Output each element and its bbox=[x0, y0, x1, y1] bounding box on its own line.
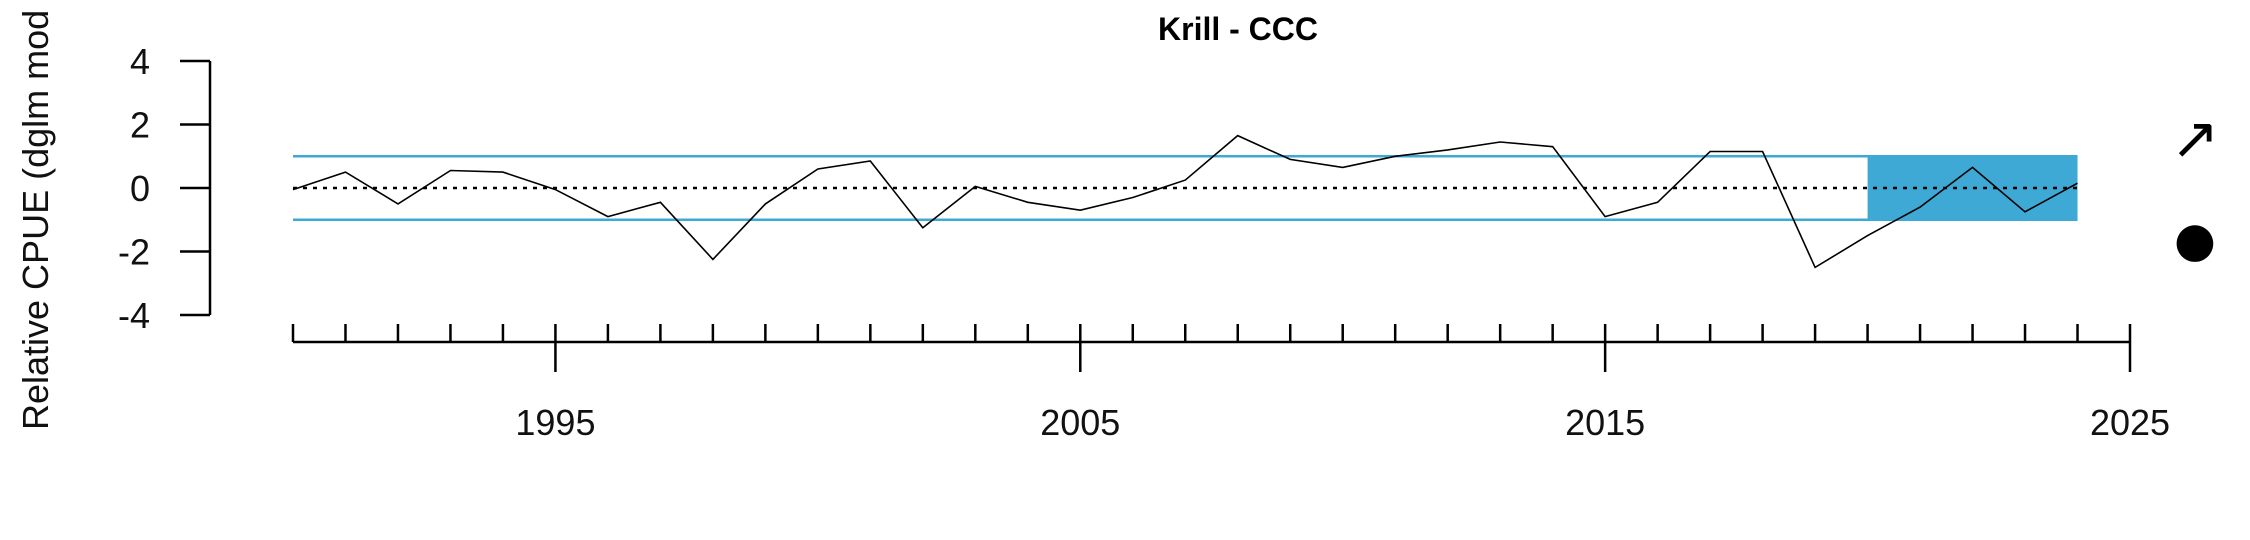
y-tick-label: 4 bbox=[130, 41, 150, 82]
y-tick-label: 2 bbox=[130, 105, 150, 146]
y-axis-label: Relative CPUE (dglm mod bbox=[15, 10, 56, 430]
x-tick-label: 1995 bbox=[515, 402, 595, 443]
x-tick-label: 2005 bbox=[1040, 402, 1120, 443]
chart-title: Krill - CCC bbox=[1158, 11, 1318, 47]
y-tick-label: -4 bbox=[118, 295, 150, 336]
x-axis: 1995 2005 2015 2025 bbox=[291, 324, 2170, 443]
status-dot-icon: ● bbox=[2174, 212, 2216, 268]
series-line bbox=[292, 134, 2078, 269]
y-axis: -4 -2 0 2 4 bbox=[118, 41, 212, 336]
x-tick-label: 2025 bbox=[2090, 402, 2170, 443]
series-layer bbox=[292, 134, 2078, 269]
reference-lines bbox=[293, 155, 2078, 221]
x-tick-label: 2015 bbox=[1565, 402, 1645, 443]
trend-arrow-icon: ↗ bbox=[2171, 104, 2220, 172]
y-tick-label: -2 bbox=[118, 232, 150, 273]
y-tick-label: 0 bbox=[130, 168, 150, 209]
